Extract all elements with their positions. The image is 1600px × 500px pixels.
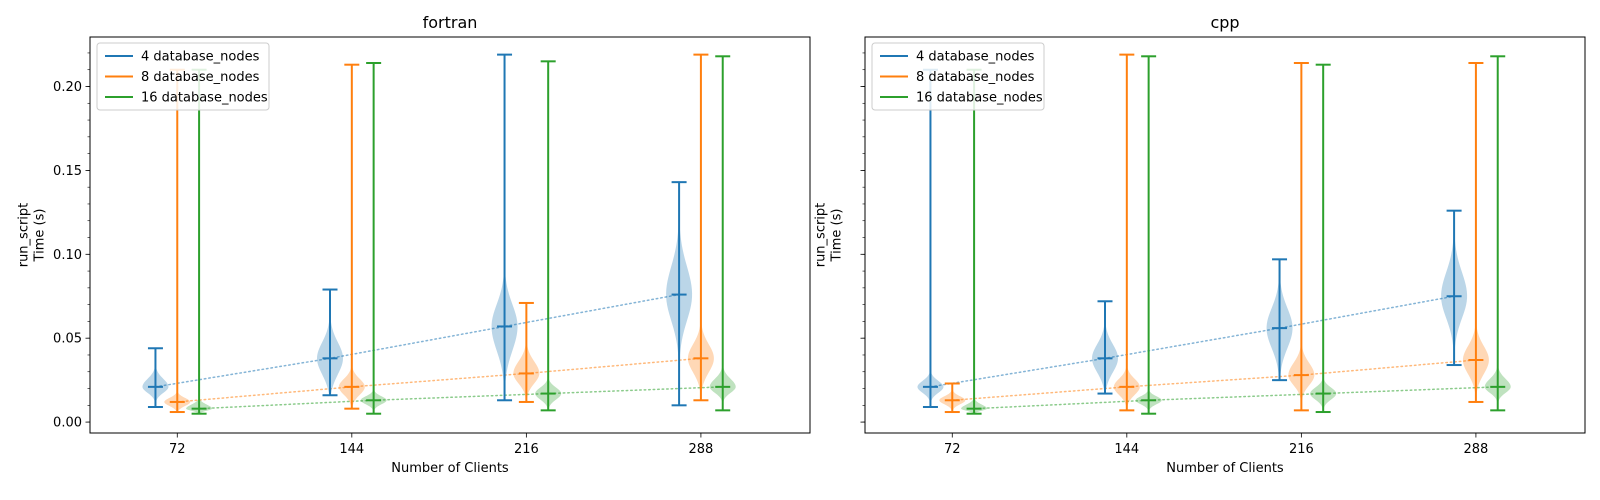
legend-box: [871, 42, 1045, 111]
axes-frame: [864, 36, 1586, 434]
legend-label: 8 database_nodes: [141, 70, 260, 85]
legend: 4 database_nodes 8 database_nodes 16 datab…: [871, 42, 1045, 111]
y-axis-label: Time (s): [33, 209, 48, 263]
chart-title: cpp: [1210, 13, 1239, 32]
trend-line-1: [176, 357, 702, 403]
trend-line-2: [973, 386, 1499, 410]
x-tick-label: 144: [1114, 442, 1139, 457]
axes-frame: [89, 36, 811, 434]
legend-label: 4 database_nodes: [916, 50, 1035, 65]
x-tick-label: 288: [1463, 442, 1488, 457]
y-tick-label: 0.05: [53, 332, 82, 347]
x-axis-label: Number of Clients: [391, 461, 509, 476]
y-axis-label: run_script: [17, 203, 32, 268]
y-axis-label: run_script: [814, 203, 829, 268]
y-tick-label: 0.10: [53, 248, 82, 263]
x-tick-label: 72: [944, 442, 961, 457]
y-axis-label: Time (s): [830, 209, 845, 263]
legend-label: 4 database_nodes: [141, 50, 260, 65]
trend-line-2: [198, 386, 724, 410]
x-tick-label: 72: [169, 442, 186, 457]
x-tick-label: 144: [339, 442, 364, 457]
legend-label: 8 database_nodes: [916, 70, 1035, 85]
x-axis-label: Number of Clients: [1166, 461, 1284, 476]
legend-box: [96, 42, 270, 111]
chart-title: fortran: [423, 13, 478, 32]
x-tick-label: 288: [688, 442, 713, 457]
x-tick-label: 216: [1289, 442, 1314, 457]
legend-label: 16 database_nodes: [141, 91, 268, 106]
subplot-fortran: fortran 0.00 0.05 0.10 0.15 0.20 72 144 216 288 Nu…: [17, 13, 811, 476]
y-tick-label: 0.20: [53, 80, 82, 95]
legend: 4 database_nodes 8 database_nodes 16 datab…: [96, 42, 270, 111]
y-tick-label: 0.00: [53, 416, 82, 431]
trend-line-0: [929, 295, 1455, 388]
trend-line-1: [951, 359, 1477, 402]
x-tick-label: 216: [514, 442, 539, 457]
y-tick-label: 0.15: [53, 164, 82, 179]
legend-label: 16 database_nodes: [916, 91, 1043, 106]
subplot-cpp: cpp 72 144 216 288 Number of Clients run_scrip…: [814, 13, 1586, 476]
trend-line-0: [154, 293, 680, 388]
